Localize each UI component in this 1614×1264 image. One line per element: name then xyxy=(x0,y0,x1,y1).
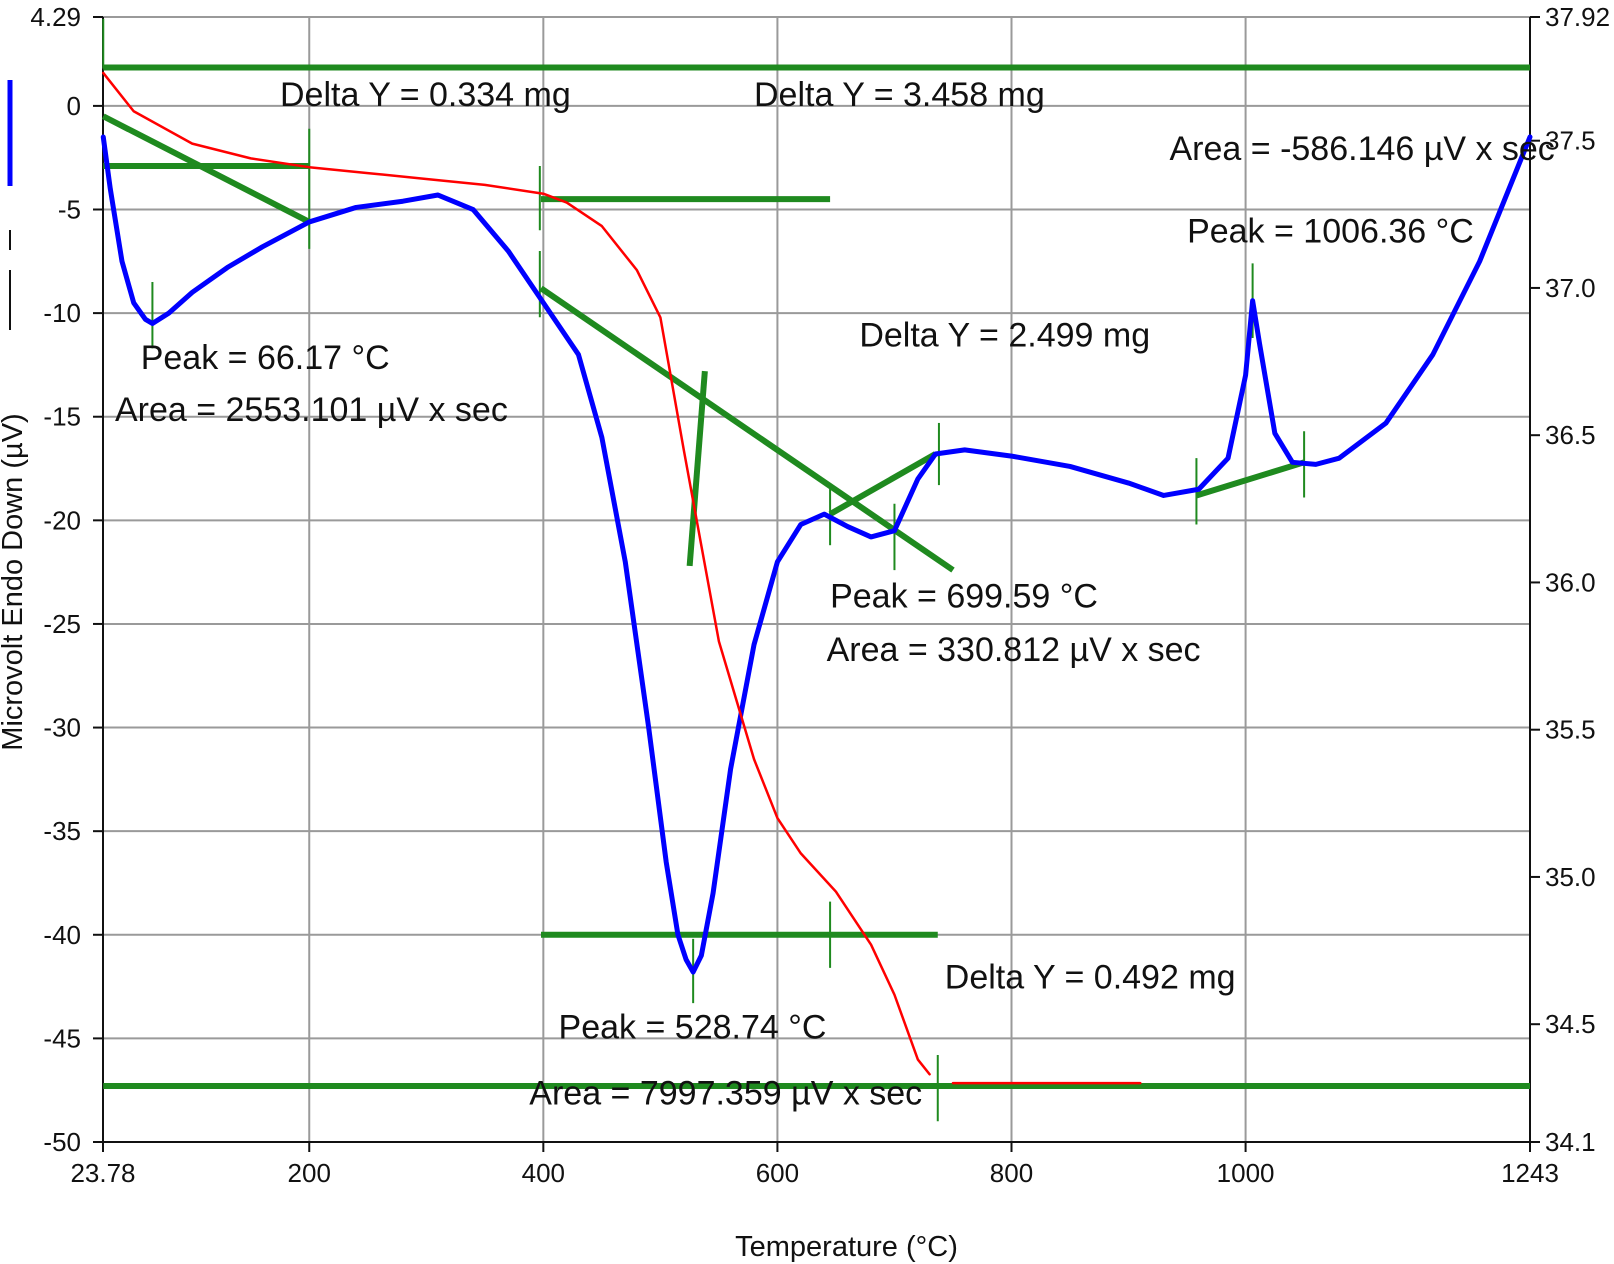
y2-tick-label: 37.5 xyxy=(1545,126,1596,156)
y-tick-label: 4.29 xyxy=(30,2,81,32)
annotation-label: Delta Y = 0.334 mg xyxy=(280,76,571,114)
tg-curve-right-axis xyxy=(102,71,931,1076)
analysis-baseline xyxy=(101,113,311,225)
annotation-label: Peak = 528.74 °C xyxy=(559,1008,827,1046)
x-tick-label: 1243 xyxy=(1501,1158,1559,1188)
x-tick-label: 200 xyxy=(288,1158,331,1188)
y-tick-label: -45 xyxy=(43,1023,81,1053)
y-tick-label: -40 xyxy=(43,920,81,950)
y-tick-label: -5 xyxy=(58,195,81,225)
annotation-label: Area = 2553.101 µV x sec xyxy=(115,391,508,429)
y-tick-label: -15 xyxy=(43,402,81,432)
y-axis-title: Microvolt Endo Down (µV) xyxy=(0,413,29,750)
annotation-label: Delta Y = 0.492 mg xyxy=(945,959,1236,997)
x-tick-label: 800 xyxy=(990,1158,1033,1188)
y2-tick-label: 37.92 xyxy=(1545,2,1610,32)
annotations: Delta Y = 0.334 mg Delta Y = 3.458 mg Area… xyxy=(115,76,1555,1113)
annotation-label: Peak = 1006.36 °C xyxy=(1187,213,1474,251)
data-series xyxy=(100,71,1533,1085)
annotation-label: Peak = 66.17 °C xyxy=(141,339,390,377)
y2-tick-label: 34.1 xyxy=(1545,1127,1596,1157)
gridlines xyxy=(102,16,1531,1143)
y-tick-label: -30 xyxy=(43,713,81,743)
y2-tick-label: 37.0 xyxy=(1545,273,1596,303)
y-tick-label: 0 xyxy=(67,91,81,121)
y-tick-label: -25 xyxy=(43,609,81,639)
annotation-label: Area = -586.146 µV x sec xyxy=(1170,130,1555,168)
analysis-baseline xyxy=(539,285,955,573)
y-tick-label: -10 xyxy=(43,298,81,328)
y2-tick-label: 36.5 xyxy=(1545,420,1596,450)
x-tick-label: 23.78 xyxy=(70,1158,135,1188)
y-tick-label: -50 xyxy=(43,1127,81,1157)
x-axis-title: Temperature (°C) xyxy=(735,1231,958,1263)
annotation-label: Delta Y = 3.458 mg xyxy=(754,76,1045,114)
analysis-baseline xyxy=(1195,459,1305,499)
axes: 23.78 200 400 600 800 1000 1243 4.29 0 -5 -10 -15 -2… xyxy=(30,2,1610,1188)
x-tick-label: 1000 xyxy=(1217,1158,1275,1188)
x-tick-label: 600 xyxy=(756,1158,799,1188)
annotation-label: Delta Y = 2.499 mg xyxy=(859,316,1150,354)
dta-curve-left-axis xyxy=(100,134,1533,975)
analysis-baseline xyxy=(686,370,708,567)
x-tick-label: 400 xyxy=(522,1158,565,1188)
y2-tick-label: 34.5 xyxy=(1545,1009,1596,1039)
annotation-label: Peak = 699.59 °C xyxy=(830,577,1098,615)
annotation-label: Area = 330.812 µV x sec xyxy=(827,631,1201,669)
y2-tick-label: 35.0 xyxy=(1545,862,1596,892)
y2-tick-label: 35.5 xyxy=(1545,715,1596,745)
y-tick-label: -35 xyxy=(43,816,81,846)
analysis-baseline xyxy=(828,451,937,517)
y-tick-label: -20 xyxy=(43,505,81,535)
y2-tick-label: 36.0 xyxy=(1545,567,1596,597)
annotation-label: Area = 7997.359 µV x sec xyxy=(529,1075,922,1113)
analysis-lines xyxy=(101,18,1530,1122)
